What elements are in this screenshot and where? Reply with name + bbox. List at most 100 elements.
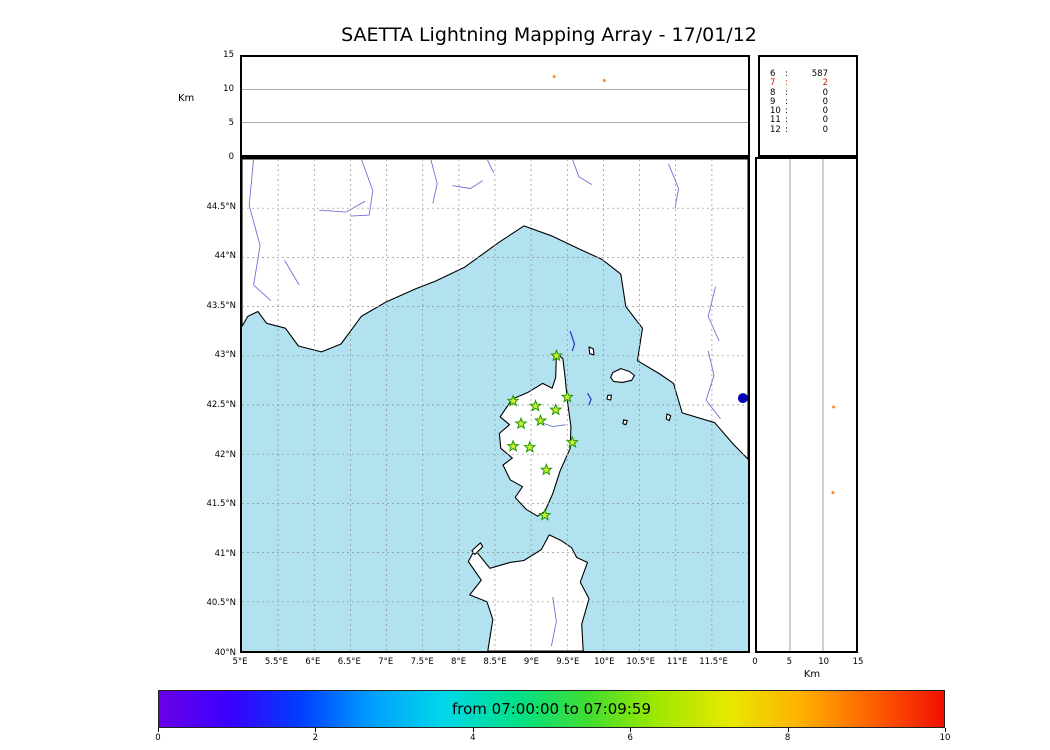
- station-star: [514, 416, 528, 430]
- lon-tick-label: 11.5°E: [699, 657, 728, 667]
- land-montecristo: [622, 419, 628, 426]
- station-star: [523, 440, 537, 453]
- separator: :: [785, 69, 788, 79]
- altitude-latitude-panel: [755, 157, 858, 653]
- lat-tick-label: 41.5°N: [206, 499, 236, 510]
- station-count-rows: 6: 587 7: 2 8: 0 9: 0 10: 0 11: 0 12: 0: [760, 57, 856, 135]
- station-star: [506, 394, 520, 407]
- lon-tick-label: 9°E: [523, 657, 539, 667]
- map-plot: [242, 159, 748, 651]
- colorbar-tick-label: 0: [155, 733, 161, 743]
- lon-tick-label: 5.5°E: [264, 657, 288, 667]
- separator: :: [785, 124, 788, 135]
- station-star: [538, 508, 552, 521]
- station-star: [560, 390, 574, 403]
- land-mainland: [242, 159, 748, 460]
- lat-tick-label: 41°N: [214, 548, 236, 559]
- altitude-latitude-plot: [789, 159, 836, 651]
- river: [284, 260, 300, 286]
- colorbar-tick-label: 8: [784, 733, 791, 743]
- source-count: 0: [822, 124, 828, 135]
- river: [707, 286, 720, 342]
- lon-tick-label: 6°E: [305, 657, 321, 667]
- lat-tick-label: 40.5°N: [206, 598, 236, 609]
- station-number: 9: [770, 96, 776, 107]
- colorbar-tick-mark: [315, 728, 317, 732]
- source-count: 0: [822, 106, 828, 117]
- land-giglio: [665, 413, 672, 422]
- source-point: [832, 405, 836, 409]
- source-count: 0: [822, 96, 828, 107]
- colorbar-tick-mark: [630, 728, 632, 732]
- altitude-axis-label: Km: [803, 669, 821, 680]
- land-sardinia: [467, 534, 590, 651]
- river: [550, 596, 557, 647]
- hist-xtick-label: 0: [752, 657, 758, 667]
- hist-xtick-label: 10: [818, 657, 830, 667]
- lat-tick-label: 42°N: [214, 449, 236, 460]
- land-capraia: [588, 346, 595, 356]
- alt-axis-label: Km: [178, 93, 195, 104]
- alt-ytick-label: 0: [228, 152, 234, 162]
- lon-tick-label: 7°E: [378, 657, 394, 667]
- lon-tick-label: 10.5°E: [626, 657, 655, 667]
- station-star: [549, 348, 564, 362]
- altitude-time-panel: [240, 55, 750, 157]
- separator: :: [785, 78, 788, 89]
- lon-tick-label: 8°E: [451, 657, 467, 667]
- colorbar-tick-label: 4: [470, 733, 476, 743]
- lon-tick-label: 8.5°E: [483, 657, 507, 667]
- alt-ytick-label: 5: [228, 117, 234, 128]
- station-number: 10: [770, 106, 781, 117]
- lat-tick-label: 44.5°N: [206, 201, 236, 212]
- separator: :: [785, 106, 788, 117]
- river: [705, 350, 721, 420]
- station-count-row: 12: 0: [760, 124, 856, 135]
- land-pianosa: [606, 394, 612, 401]
- flash-track: [586, 392, 592, 406]
- lat-tick-label: 42.5°N: [206, 400, 236, 410]
- map-panel: [240, 157, 750, 653]
- river: [571, 159, 593, 185]
- lon-tick-label: 10°E: [594, 657, 615, 667]
- lon-tick-label: 5°E: [232, 657, 248, 667]
- altitude-time-plot: [242, 75, 748, 123]
- station-star: [533, 413, 548, 427]
- station-count-row: 11: 0: [760, 115, 856, 126]
- lon-tick-label: 9.5°E: [556, 657, 580, 667]
- source-point: [552, 75, 556, 79]
- source-point: [831, 491, 835, 495]
- flash-track: [569, 331, 576, 352]
- lat-tick-label: 43°N: [214, 350, 236, 361]
- time-colorbar: [158, 690, 945, 728]
- station-star: [506, 439, 520, 452]
- time-window-label: from 07:00:00 to 07:09:59: [451, 700, 651, 718]
- lat-tick-label: 43.5°N: [206, 300, 236, 311]
- land-asinara: [471, 542, 484, 556]
- colorbar-axis: 0 2 4 6 8 10: [155, 728, 950, 744]
- station-count-panel: 6: 587 7: 2 8: 0 9: 0 10: 0 11: 0 12: 0: [758, 55, 858, 157]
- alt-panel-yticks: 0 5 10 15: [204, 50, 234, 162]
- river: [486, 159, 495, 173]
- river: [452, 180, 483, 189]
- separator: :: [785, 87, 788, 98]
- lat-tick-label: 44°N: [214, 251, 236, 262]
- station-star: [528, 399, 543, 412]
- station-count-row: 6: 587: [760, 69, 856, 79]
- colorbar-tick-mark: [787, 728, 789, 732]
- station-count-row: 9: 0: [760, 96, 856, 107]
- station-number: 11: [770, 115, 781, 126]
- source-count: 0: [822, 115, 828, 126]
- station-number: 8: [770, 87, 776, 98]
- page-title: SAETTA Lightning Mapping Array - 17/01/1…: [341, 24, 757, 46]
- station-count-row: 7: 2: [760, 78, 856, 89]
- colorbar-tick-label: 2: [312, 733, 319, 743]
- river: [319, 200, 366, 213]
- lon-tick-label: 6.5°E: [337, 657, 361, 667]
- source-count: 587: [811, 69, 828, 79]
- colorbar-tick-label: 6: [627, 733, 633, 743]
- separator: :: [785, 115, 788, 126]
- river: [668, 163, 680, 209]
- source-count: 2: [822, 78, 828, 89]
- colorbar-tick-mark: [472, 728, 474, 732]
